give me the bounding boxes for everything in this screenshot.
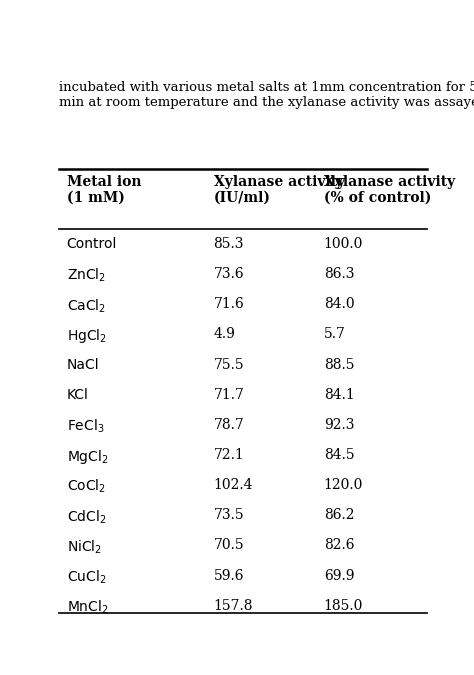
Text: $\mathregular{MgCl_{2}}$: $\mathregular{MgCl_{2}}$	[66, 448, 108, 466]
Text: $\mathregular{MnCl_{2}}$: $\mathregular{MnCl_{2}}$	[66, 599, 108, 616]
Text: 78.7: 78.7	[213, 418, 244, 432]
Text: 157.8: 157.8	[213, 599, 253, 613]
Text: 120.0: 120.0	[324, 478, 363, 492]
Text: $\mathregular{ZnCl_{2}}$: $\mathregular{ZnCl_{2}}$	[66, 267, 106, 284]
Text: $\mathregular{CoCl_{2}}$: $\mathregular{CoCl_{2}}$	[66, 478, 106, 495]
Text: 102.4: 102.4	[213, 478, 253, 492]
Text: KCl: KCl	[66, 387, 89, 402]
Text: 86.3: 86.3	[324, 267, 354, 281]
Text: 73.6: 73.6	[213, 267, 244, 281]
Text: 88.5: 88.5	[324, 358, 354, 371]
Text: 84.1: 84.1	[324, 387, 355, 402]
Text: 84.0: 84.0	[324, 297, 355, 311]
Text: 84.5: 84.5	[324, 448, 355, 462]
Text: 92.3: 92.3	[324, 418, 354, 432]
Text: 72.1: 72.1	[213, 448, 244, 462]
Text: 75.5: 75.5	[213, 358, 244, 371]
Text: Xylanase activity
(% of control): Xylanase activity (% of control)	[324, 175, 455, 205]
Text: 71.7: 71.7	[213, 387, 245, 402]
Text: 85.3: 85.3	[213, 237, 244, 251]
Text: incubated with various metal salts at 1mm concentration for 5
min at room temper: incubated with various metal salts at 1m…	[59, 81, 474, 109]
Text: 5.7: 5.7	[324, 327, 346, 342]
Text: 70.5: 70.5	[213, 539, 244, 552]
Text: Xylanase activity
(IU/ml): Xylanase activity (IU/ml)	[213, 175, 345, 205]
Text: 185.0: 185.0	[324, 599, 363, 613]
Text: 69.9: 69.9	[324, 568, 354, 583]
Text: $\mathregular{CuCl_{2}}$: $\mathregular{CuCl_{2}}$	[66, 568, 106, 586]
Text: $\mathregular{CdCl_{2}}$: $\mathregular{CdCl_{2}}$	[66, 508, 106, 526]
Text: $\mathregular{FeCl_{3}}$: $\mathregular{FeCl_{3}}$	[66, 418, 104, 435]
Text: NaCl: NaCl	[66, 358, 99, 371]
Text: $\mathregular{NiCl_{2}}$: $\mathregular{NiCl_{2}}$	[66, 539, 102, 556]
Text: 73.5: 73.5	[213, 508, 244, 522]
Text: $\mathregular{HgCl_{2}}$: $\mathregular{HgCl_{2}}$	[66, 327, 107, 346]
Text: Metal ion
(1 mM): Metal ion (1 mM)	[66, 175, 141, 205]
Text: 82.6: 82.6	[324, 539, 354, 552]
Text: 71.6: 71.6	[213, 297, 244, 311]
Text: 4.9: 4.9	[213, 327, 236, 342]
Text: $\mathregular{CaCl_{2}}$: $\mathregular{CaCl_{2}}$	[66, 297, 106, 315]
Text: 86.2: 86.2	[324, 508, 354, 522]
Text: Control: Control	[66, 237, 117, 251]
Text: 59.6: 59.6	[213, 568, 244, 583]
Text: 100.0: 100.0	[324, 237, 363, 251]
